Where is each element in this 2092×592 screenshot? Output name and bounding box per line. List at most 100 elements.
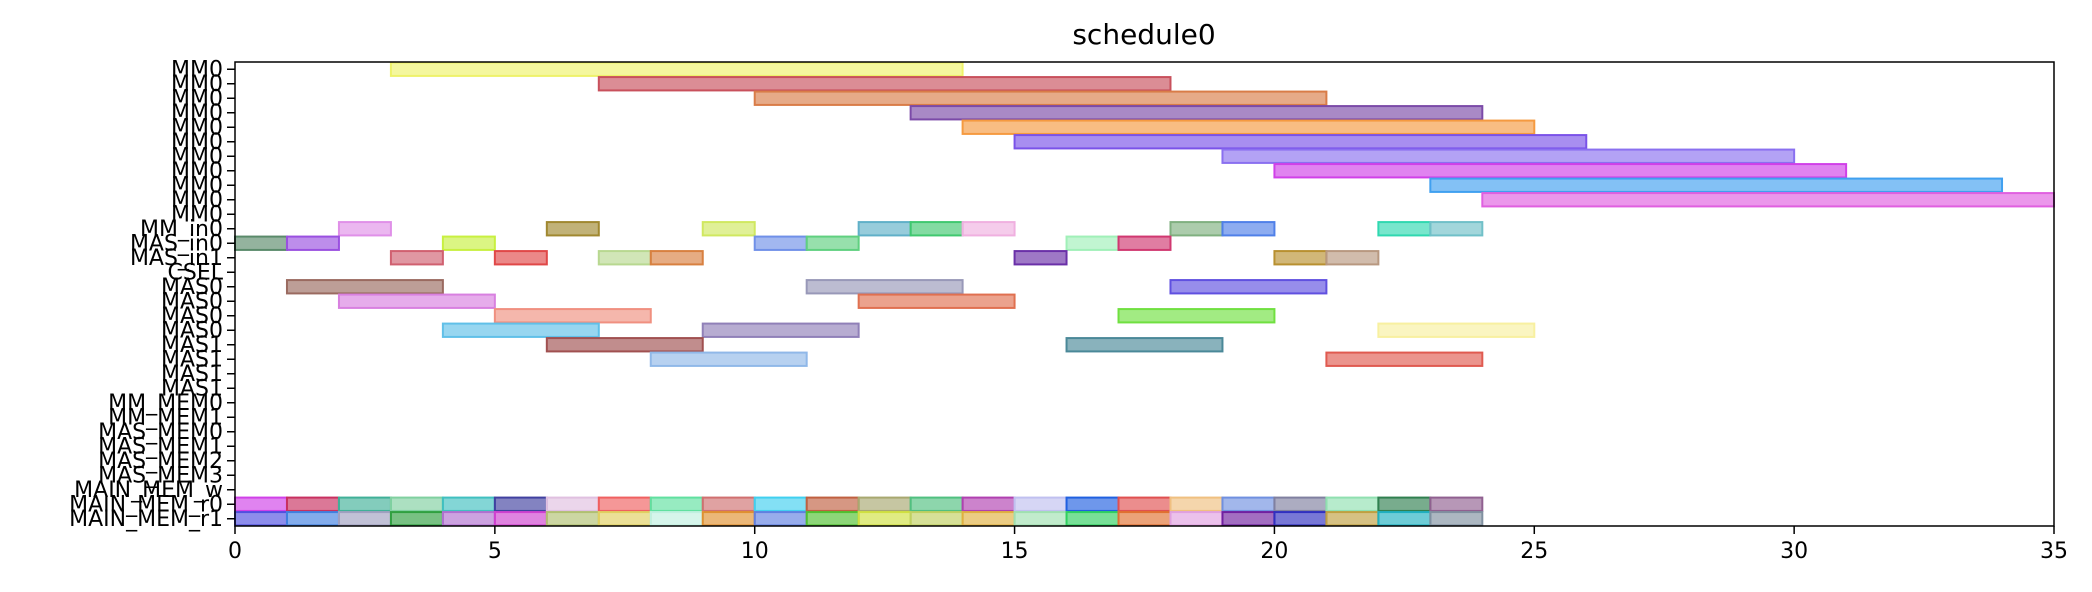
task-bar [805,496,860,512]
task-bar [753,90,1328,106]
task-bar [1273,496,1328,512]
y-tick-label: MAS0 [161,304,223,329]
task-bar [1377,221,1432,237]
task-bar [649,496,704,512]
task-bar [701,322,860,338]
y-tick-label: MM0 [171,202,223,227]
y-tick-label: CSEL [168,260,224,285]
task-bar [597,250,652,266]
task-bar [961,119,1536,135]
task-bar [1325,511,1380,527]
x-tick-label: 5 [488,539,502,564]
task-bar [1065,511,1120,527]
y-tick-label: MM0 [171,130,223,155]
task-bar [337,511,392,527]
task-bar [909,105,1484,121]
x-tick-label: 10 [741,539,769,564]
task-bar [441,511,496,527]
task-bar [753,511,808,527]
task-bar [597,76,1172,92]
task-bar [285,235,340,251]
y-tick-label: MM0 [171,72,223,97]
y-tick-label: MAS_MEM0 [98,420,223,445]
task-bar [1065,496,1120,512]
task-bar [857,221,912,237]
task-bar [1065,337,1224,353]
task-bar [234,235,288,251]
y-tick-label: MAS0 [161,318,223,343]
task-bar [857,511,912,527]
task-bar [1273,511,1328,527]
task-bar [1377,511,1432,527]
task-bar [857,293,1016,309]
task-bar [597,496,652,512]
y-tick-label: MM0 [171,101,223,126]
y-tick-label: MM0 [171,188,223,213]
task-bar [701,511,756,527]
y-tick-label: MAS_in0 [130,231,223,256]
task-bar [545,511,600,527]
task-bar [1065,235,1120,251]
task-bar [545,496,600,512]
task-bar [285,279,444,295]
task-bar [649,511,704,527]
task-bar [1117,235,1172,251]
chart-title: schedule0 [1072,18,1215,51]
task-bar [1377,496,1432,512]
task-bar [1117,308,1276,324]
task-bar [1117,511,1172,527]
task-bar [493,250,548,266]
y-tick-label: MM0 [171,86,223,111]
task-bar [1481,192,2056,208]
task-bar [649,250,704,266]
task-bar [1429,177,2004,193]
task-bar [701,221,756,237]
task-bar [701,496,756,512]
task-bar [1429,221,1484,237]
y-tick-label: MAS1 [161,333,223,358]
task-bar [1169,279,1328,295]
x-tick-label: 15 [1001,539,1029,564]
y-tick-label: MAS_MEM2 [98,449,223,474]
task-bar [1429,511,1484,527]
task-bar [441,496,496,512]
task-bar [649,351,808,367]
y-tick-label: MAIN_MEM_w [74,478,223,503]
task-bar [1429,496,1484,512]
y-tick-label: MAIN_MEM_r0 [69,492,223,517]
task-bar [909,496,964,512]
y-tick-label: MAS0 [161,275,223,300]
plot-frame [234,61,2055,527]
y-tick-label: MM_in0 [140,217,223,242]
y-tick-label: MM_MEM1 [108,405,223,430]
task-bar [389,61,964,77]
task-bar [597,511,652,527]
task-bar [1169,511,1224,527]
task-bar [1013,496,1068,512]
task-bars [234,61,2056,527]
x-tick-label: 20 [1260,539,1288,564]
task-bar [1325,351,1484,367]
task-bar [1273,250,1328,266]
y-tick-label: MM0 [171,144,223,169]
task-bar [493,511,548,527]
task-bar [389,250,444,266]
task-bar [1169,221,1224,237]
task-bar [441,322,600,338]
x-tick-label: 30 [1780,539,1808,564]
task-bar [805,279,964,295]
y-tick-label: MM_MEM0 [108,391,223,416]
task-bar [857,496,912,512]
y-tick-label: MM0 [171,173,223,198]
task-bar [1221,496,1276,512]
y-tick-label: MAS1 [161,362,223,387]
task-bar [234,511,288,527]
task-bar [337,293,496,309]
task-bar [285,511,340,527]
task-bar [545,337,704,353]
task-bar [1169,496,1224,512]
task-bar [1013,511,1068,527]
task-bar [337,496,392,512]
task-bar [909,221,964,237]
